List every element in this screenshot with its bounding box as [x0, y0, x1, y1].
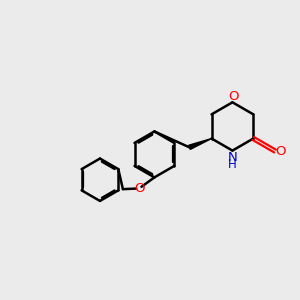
Text: O: O [228, 90, 238, 103]
Text: H: H [228, 158, 237, 171]
Polygon shape [189, 139, 211, 149]
Text: O: O [134, 182, 144, 195]
Text: N: N [228, 151, 237, 164]
Text: O: O [275, 145, 286, 158]
